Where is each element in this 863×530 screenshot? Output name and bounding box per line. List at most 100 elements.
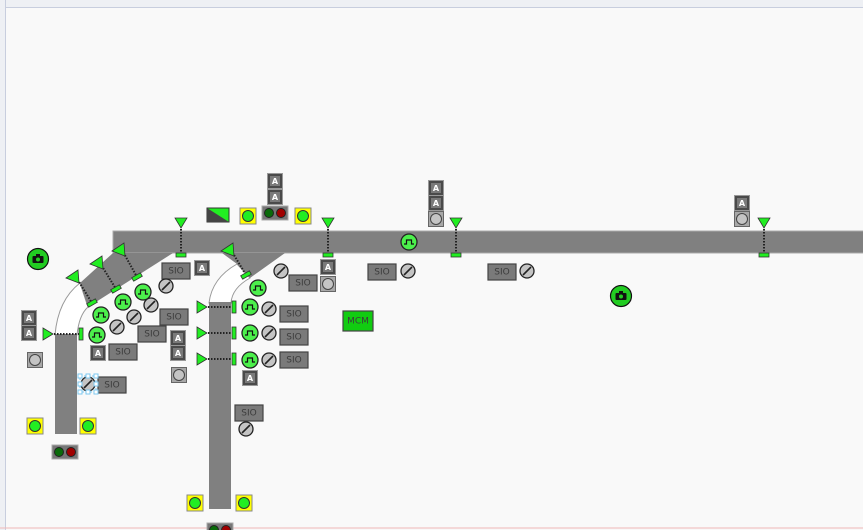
sio-box[interactable]: SIO (279, 305, 309, 323)
pulse-sensor-icon[interactable] (88, 326, 106, 344)
beacon-icon[interactable] (294, 207, 312, 225)
disabled-slash-icon[interactable] (109, 319, 125, 335)
sio-box[interactable]: SIO (288, 274, 318, 292)
auto-label: A (325, 263, 332, 272)
auto-mode-icon[interactable]: A (194, 260, 210, 276)
diagonal-conveyor-right[interactable] (222, 253, 285, 278)
disabled-slash-icon[interactable] (143, 297, 159, 313)
photo-eye-icon[interactable] (111, 242, 143, 282)
auto-mode-icon[interactable]: A (267, 173, 283, 189)
auto-mode-icon[interactable]: A (170, 330, 186, 346)
disabled-slash-icon[interactable] (400, 263, 416, 279)
sio-label: SIO (494, 268, 509, 278)
sio-label: SIO (241, 409, 256, 419)
auto-label: A (272, 193, 279, 202)
sio-box[interactable]: SIO (367, 263, 397, 281)
sio-label: SIO (295, 279, 310, 289)
auto-mode-icon[interactable]: A (320, 259, 336, 275)
auto-mode-icon[interactable]: A (428, 180, 444, 196)
photo-eye-icon[interactable] (174, 217, 188, 258)
vertical-conveyor-left[interactable] (55, 334, 77, 434)
horizontal-ruler (0, 0, 863, 8)
pulse-sensor-icon[interactable] (92, 306, 110, 324)
photo-eye-icon[interactable] (449, 217, 463, 258)
beacon-icon[interactable] (235, 494, 253, 512)
photo-eye-icon[interactable] (757, 217, 771, 258)
disabled-slash-icon[interactable] (261, 325, 277, 341)
vertical-ruler (0, 0, 6, 530)
auto-mode-icon[interactable]: A (90, 345, 106, 361)
split-diverter-icon[interactable] (206, 207, 230, 223)
photo-eye-icon[interactable] (196, 326, 237, 340)
photo-eye-icon[interactable] (321, 217, 335, 258)
auto-label: A (199, 264, 206, 273)
sio-box[interactable]: SIO (159, 308, 189, 326)
disabled-slash-icon[interactable] (77, 373, 99, 395)
vertical-conveyor-right[interactable] (209, 302, 231, 509)
pushbutton-icon[interactable] (428, 211, 444, 227)
pulse-sensor-icon[interactable] (249, 279, 267, 297)
main-conveyor[interactable] (112, 230, 863, 254)
disabled-slash-icon[interactable] (261, 301, 277, 317)
sio-box[interactable]: SIO (279, 328, 309, 346)
beacon-icon[interactable] (26, 417, 44, 435)
auto-mode-icon[interactable]: A (242, 370, 258, 386)
disabled-slash-icon[interactable] (238, 421, 254, 437)
auto-mode-icon[interactable]: A (170, 345, 186, 361)
sio-box[interactable]: SIO (487, 263, 517, 281)
photo-eye-icon[interactable] (89, 255, 122, 294)
traffic-light-icon[interactable] (51, 444, 79, 460)
mcm-box[interactable]: MCM (342, 310, 374, 332)
auto-label: A (272, 177, 279, 186)
sio-box[interactable]: SIO (137, 325, 167, 343)
beacon-icon[interactable] (79, 417, 97, 435)
diagonal-conveyor-left[interactable] (80, 253, 173, 307)
sio-box[interactable]: SIO (234, 404, 264, 422)
pulse-sensor-icon[interactable] (241, 351, 259, 369)
auto-mode-icon[interactable]: A (21, 310, 37, 326)
pulse-sensor-icon[interactable] (134, 283, 152, 301)
pulse-sensor-icon[interactable] (114, 293, 132, 311)
auto-mode-icon[interactable]: A (21, 325, 37, 341)
disabled-slash-icon[interactable] (519, 263, 535, 279)
pulse-sensor-icon[interactable] (241, 298, 259, 316)
photo-eye-icon[interactable] (65, 269, 98, 308)
auto-label: A (26, 329, 33, 338)
auto-mode-icon[interactable]: A (734, 195, 750, 211)
auto-label: A (433, 199, 440, 208)
sio-box[interactable]: SIO (161, 262, 191, 280)
photo-eye-icon[interactable] (42, 327, 84, 341)
auto-mode-icon[interactable]: A (267, 189, 283, 205)
sio-box[interactable]: SIO (108, 343, 138, 361)
traffic-light-icon[interactable] (206, 522, 234, 530)
photo-eye-icon[interactable] (220, 242, 252, 280)
photo-eye-icon[interactable] (196, 352, 237, 366)
camera-icon[interactable] (609, 284, 633, 308)
pushbutton-icon[interactable] (734, 211, 750, 227)
sio-box[interactable]: SIO (97, 376, 127, 394)
disabled-slash-icon[interactable] (273, 263, 289, 279)
traffic-light-icon[interactable] (261, 205, 289, 221)
auto-label: A (95, 349, 102, 358)
beacon-icon[interactable] (186, 494, 204, 512)
pushbutton-icon[interactable] (27, 352, 43, 368)
photo-eye-icon[interactable] (196, 300, 237, 314)
camera-icon[interactable] (26, 247, 50, 271)
pulse-sensor-icon[interactable] (400, 233, 418, 251)
auto-label: A (175, 349, 182, 358)
pulse-sensor-icon[interactable] (241, 324, 259, 342)
pushbutton-icon[interactable] (320, 276, 336, 292)
sio-label: SIO (286, 310, 301, 320)
auto-mode-icon[interactable]: A (428, 195, 444, 211)
disabled-slash-icon[interactable] (158, 278, 174, 294)
pushbutton-icon[interactable] (171, 367, 187, 383)
sio-label: SIO (115, 348, 130, 358)
sio-box[interactable]: SIO (279, 351, 309, 369)
beacon-icon[interactable] (239, 207, 257, 225)
sio-label: SIO (168, 267, 183, 277)
disabled-slash-icon[interactable] (261, 352, 277, 368)
disabled-slash-icon[interactable] (126, 309, 142, 325)
sio-label: SIO (286, 333, 301, 343)
sio-label: SIO (104, 381, 119, 391)
